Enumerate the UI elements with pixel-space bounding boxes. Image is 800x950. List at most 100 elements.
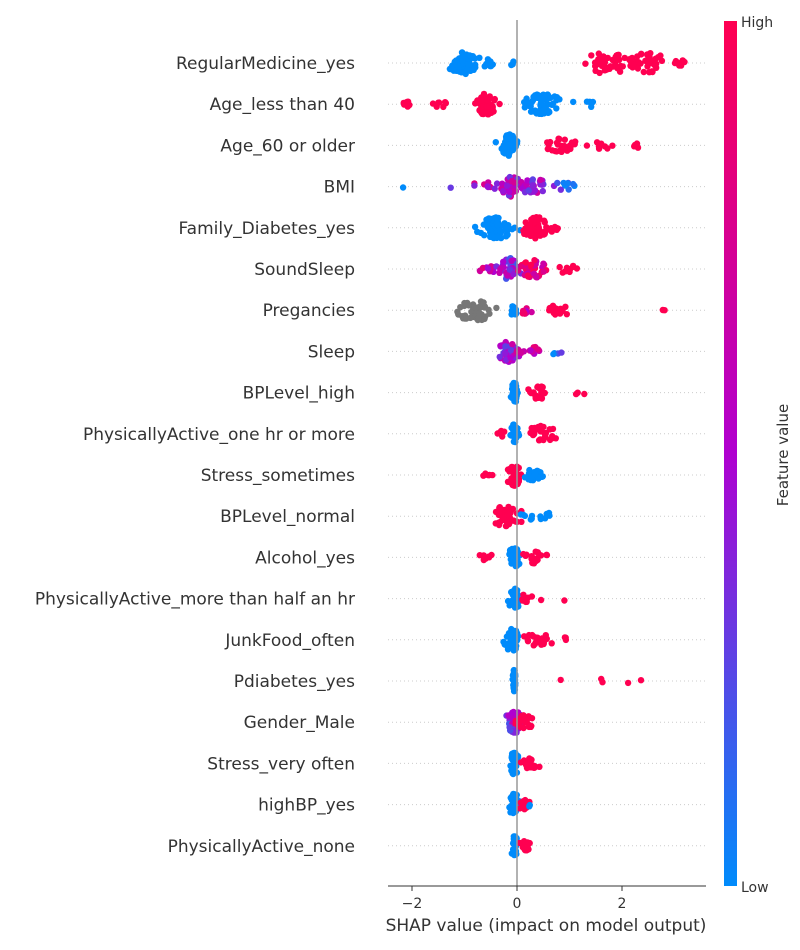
shap-point bbox=[583, 142, 591, 149]
shap-point bbox=[517, 759, 525, 766]
shap-point bbox=[482, 109, 489, 117]
shap-point bbox=[509, 807, 516, 814]
shap-point bbox=[517, 723, 524, 731]
shap-point bbox=[477, 97, 484, 104]
feature-label: Alcohol_yes bbox=[255, 548, 355, 568]
shap-point bbox=[638, 50, 645, 57]
shap-point bbox=[569, 180, 577, 188]
shap-point bbox=[530, 93, 537, 101]
feature-label: SoundSleep bbox=[254, 260, 355, 280]
shap-point bbox=[507, 354, 514, 361]
feature-label: BPLevel_normal bbox=[220, 507, 355, 527]
shap-point bbox=[528, 99, 535, 106]
shap-point bbox=[537, 176, 544, 184]
shap-point bbox=[496, 100, 503, 108]
shap-point bbox=[511, 306, 518, 313]
shap-point bbox=[546, 108, 553, 116]
shap-point bbox=[592, 67, 599, 75]
shap-point bbox=[561, 136, 568, 143]
shap-point bbox=[480, 221, 487, 228]
shap-point bbox=[467, 314, 474, 322]
shap-point bbox=[553, 97, 560, 104]
shap-point bbox=[505, 152, 512, 159]
shap-point bbox=[510, 392, 517, 399]
shap-point bbox=[609, 142, 616, 149]
feature-label: PhysicallyActive_more than half an hr bbox=[35, 590, 355, 610]
shap-point bbox=[492, 214, 500, 221]
shap-point bbox=[550, 350, 557, 358]
colorbar-gradient bbox=[724, 21, 737, 886]
shap-point bbox=[655, 54, 662, 61]
feature-label: PhysicallyActive_one hr or more bbox=[83, 425, 355, 445]
shap-point bbox=[640, 68, 647, 76]
shap-point bbox=[521, 840, 529, 847]
feature-label: Age_60 or older bbox=[220, 136, 355, 156]
shap-point bbox=[557, 186, 564, 193]
shap-point bbox=[557, 676, 564, 684]
shap-point bbox=[504, 272, 511, 279]
shap-point bbox=[537, 232, 544, 239]
shap-point bbox=[492, 520, 499, 527]
x-tick-label: 0 bbox=[513, 896, 522, 912]
shap-point bbox=[540, 390, 547, 397]
shap-point bbox=[561, 634, 569, 641]
shap-point bbox=[488, 106, 495, 113]
shap-point bbox=[508, 750, 516, 757]
shap-point bbox=[406, 101, 413, 109]
shap-point bbox=[491, 95, 498, 103]
shap-point bbox=[543, 510, 550, 518]
shap-point bbox=[521, 512, 529, 520]
shap-point bbox=[510, 270, 517, 278]
shap-point bbox=[561, 144, 569, 151]
shap-point bbox=[461, 299, 468, 307]
shap-point bbox=[499, 188, 507, 195]
shap-point bbox=[522, 259, 529, 266]
shap-point bbox=[512, 380, 519, 387]
shap-point bbox=[679, 57, 686, 64]
shap-point bbox=[627, 57, 634, 65]
shap-point bbox=[502, 343, 509, 350]
shap-point bbox=[451, 58, 458, 66]
shap-point bbox=[545, 101, 552, 108]
shap-point bbox=[509, 791, 517, 798]
shap-point bbox=[555, 135, 562, 142]
shap-point bbox=[525, 759, 532, 766]
shap-point bbox=[533, 110, 540, 117]
shap-point bbox=[506, 724, 513, 731]
shap-point bbox=[506, 266, 514, 274]
shap-point bbox=[533, 273, 540, 281]
shap-point bbox=[522, 796, 529, 804]
shap-point bbox=[524, 636, 532, 644]
shap-point bbox=[530, 216, 538, 223]
shap-point bbox=[497, 229, 504, 236]
shap-point bbox=[615, 51, 622, 58]
shap-point bbox=[529, 182, 536, 189]
shap-point bbox=[494, 234, 501, 241]
shap-point bbox=[506, 547, 514, 554]
feature-label: JunkFood_often bbox=[224, 631, 355, 651]
shap-point bbox=[466, 52, 473, 59]
shap-point bbox=[633, 140, 641, 147]
shap-point bbox=[476, 552, 483, 559]
shap-point bbox=[509, 142, 516, 149]
shap-point bbox=[672, 57, 680, 65]
shap-point bbox=[532, 548, 539, 555]
shap-point bbox=[589, 98, 597, 106]
shap-point bbox=[536, 763, 543, 770]
shap-point bbox=[498, 145, 505, 152]
shap-point bbox=[509, 709, 516, 716]
shap-point bbox=[526, 839, 533, 847]
x-tick-label: −2 bbox=[402, 896, 423, 912]
shap-point bbox=[535, 346, 542, 353]
shap-point bbox=[547, 304, 554, 312]
shap-point bbox=[537, 552, 545, 559]
shap-point bbox=[561, 597, 568, 604]
shap-point bbox=[399, 184, 407, 191]
shap-point bbox=[607, 63, 614, 70]
shap-point bbox=[510, 188, 517, 195]
shap-point bbox=[486, 310, 493, 317]
shap-point bbox=[546, 426, 553, 433]
shap-point bbox=[613, 62, 620, 70]
shap-point bbox=[527, 347, 534, 354]
